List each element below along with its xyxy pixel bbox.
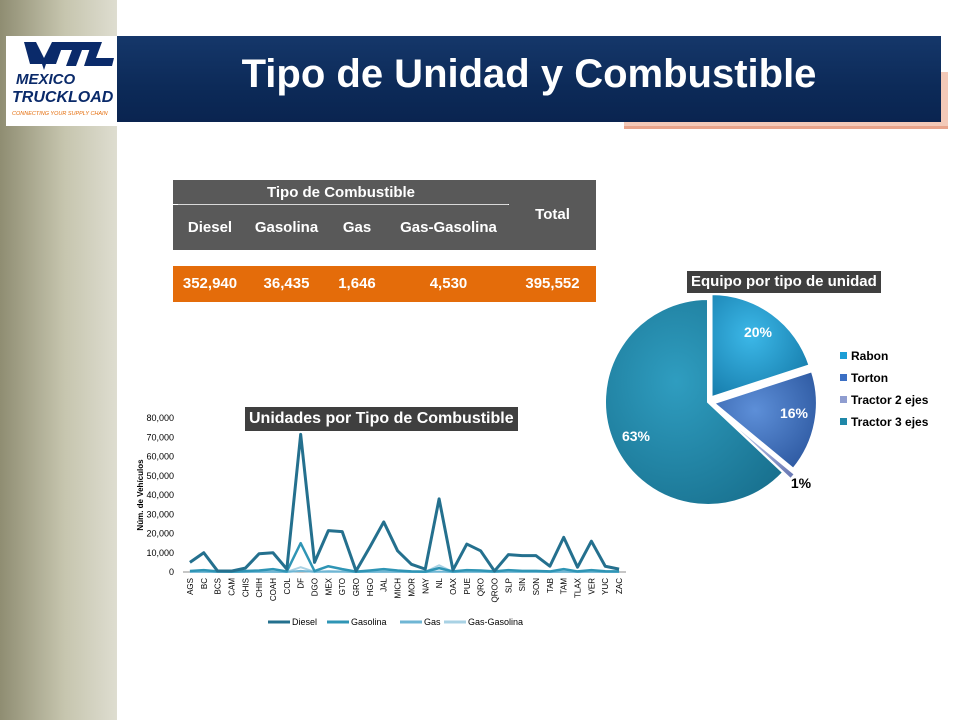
y-tick-label: 70,000 <box>146 432 174 442</box>
table-value-total: 395,552 <box>509 266 596 302</box>
table-value-gasolina: 36,435 <box>247 266 326 302</box>
line-chart-title: Unidades por Tipo de Combustible <box>245 407 518 431</box>
logo-line1: MEXICO <box>16 71 76 88</box>
pie-slice-tractor-2-ejes <box>714 407 797 481</box>
x-tick-label: COAH <box>269 578 278 601</box>
company-logo: MEXICO TRUCKLOAD CONNECTING YOUR SUPPLY … <box>6 36 117 126</box>
y-tick-label: 10,000 <box>146 548 174 558</box>
x-tick-label: PUE <box>463 578 472 594</box>
legend-swatch-rabon <box>840 352 847 359</box>
pie-slice-torton <box>711 370 818 471</box>
x-tick-label: CHIS <box>241 578 250 597</box>
x-tick-label: VER <box>587 578 596 595</box>
x-tick-label: MEX <box>324 577 333 595</box>
table-value-diesel: 352,940 <box>173 266 247 302</box>
legend-label-gas-gasolina: Gas-Gasolina <box>468 617 523 627</box>
y-tick-label: 50,000 <box>146 471 174 481</box>
x-tick-label: GTO <box>338 578 347 595</box>
x-tick-label: TLAX <box>574 577 583 598</box>
x-tick-label: QRO <box>477 578 486 596</box>
x-tick-label: BC <box>200 578 209 589</box>
x-tick-label: SLP <box>504 578 513 593</box>
x-tick-label: YUC <box>601 578 610 595</box>
x-tick-label: DF <box>297 578 306 589</box>
table-header-total: Total <box>509 180 596 250</box>
x-tick-label: JAL <box>380 577 389 591</box>
x-tick-label: HGO <box>366 578 375 596</box>
y-tick-label: 30,000 <box>146 509 174 519</box>
x-tick-label: TAB <box>546 578 555 593</box>
logo-tagline: CONNECTING YOUR SUPPLY CHAIN <box>12 111 108 117</box>
title-bar: Tipo de Unidad y Combustible <box>117 36 941 122</box>
legend-label-gasolina: Gasolina <box>351 617 387 627</box>
table-header-divider <box>178 204 508 205</box>
x-tick-label: GRO <box>352 578 361 596</box>
pie-label-tractor-2-ejes: 1% <box>791 475 812 491</box>
legend-label-tractor-2-ejes: Tractor 2 ejes <box>851 393 929 407</box>
x-tick-label: ZAC <box>615 578 624 594</box>
table-header-diesel: Diesel <box>173 205 247 250</box>
y-tick-label: 60,000 <box>146 452 174 462</box>
pie-label-tractor-3-ejes: 63% <box>622 428 651 444</box>
x-tick-label: MICH <box>394 578 403 599</box>
x-tick-label: OAX <box>449 577 458 595</box>
table-value-gas-gasolina: 4,530 <box>388 266 509 302</box>
logo-line2: TRUCKLOAD <box>12 89 114 106</box>
y-tick-label: 80,000 <box>146 413 174 423</box>
x-tick-label: COL <box>283 577 292 594</box>
x-tick-label: CHIH <box>255 578 264 598</box>
legend-label-gas: Gas <box>424 617 441 627</box>
pie-label-rabon: 20% <box>744 324 773 340</box>
y-axis-label: Núm. de Vehículos <box>136 459 145 531</box>
pie-slice-tractor-3-ejes <box>604 297 785 506</box>
legend-label-torton: Torton <box>851 371 888 385</box>
table-header-gas: Gas <box>326 205 388 250</box>
pie-label-torton: 16% <box>780 405 809 421</box>
x-tick-label: CAM <box>227 578 236 596</box>
y-tick-label: 0 <box>169 567 174 577</box>
legend-label-diesel: Diesel <box>292 617 317 627</box>
x-tick-label: DGO <box>311 578 320 596</box>
series-line-gasolina <box>189 541 620 573</box>
legend-swatch-torton <box>840 374 847 381</box>
x-tick-label: NL <box>435 577 444 588</box>
x-tick-label: NAY <box>421 577 430 594</box>
series-line-diesel <box>189 432 620 573</box>
x-tick-label: SIN <box>518 578 527 592</box>
table-header-gas-gasolina: Gas-Gasolina <box>388 205 509 250</box>
pie-chart-title: Equipo por tipo de unidad <box>687 271 881 293</box>
x-tick-label: BCS <box>214 578 223 594</box>
y-tick-label: 40,000 <box>146 490 174 500</box>
legend-swatch-tractor-3-ejes <box>840 418 847 425</box>
table-group-header: Tipo de Combustible <box>173 180 509 204</box>
table-value-gas: 1,646 <box>326 266 388 302</box>
y-tick-label: 20,000 <box>146 529 174 539</box>
legend-swatch-tractor-2-ejes <box>840 396 847 403</box>
table-header-gasolina: Gasolina <box>247 205 326 250</box>
pie-slice-rabon <box>710 293 811 399</box>
x-tick-label: SON <box>532 578 541 596</box>
x-tick-label: TAM <box>560 578 569 595</box>
x-tick-label: AGS <box>186 578 195 595</box>
legend-label-tractor-3-ejes: Tractor 3 ejes <box>851 415 929 429</box>
slide-title: Tipo de Unidad y Combustible <box>241 52 817 96</box>
x-tick-label: QROO <box>490 578 499 602</box>
x-tick-label: MOR <box>407 578 416 597</box>
legend-label-rabon: Rabon <box>851 349 888 363</box>
